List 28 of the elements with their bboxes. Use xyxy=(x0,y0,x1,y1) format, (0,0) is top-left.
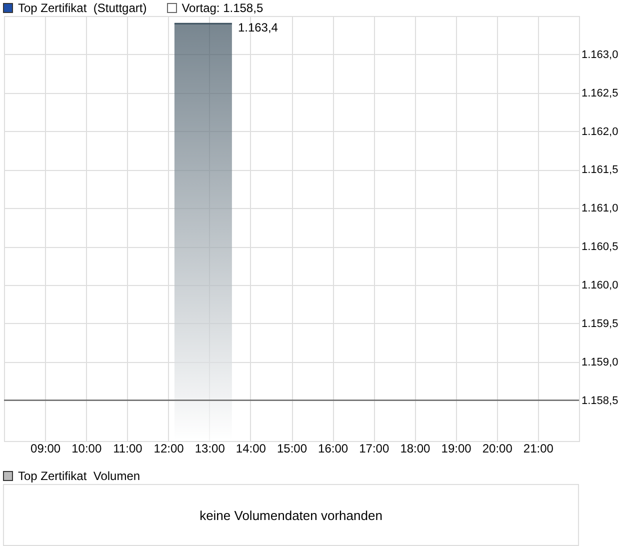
y-tick-label: 1.158,5 xyxy=(582,394,618,407)
y-tick-label: 1.161,0 xyxy=(582,202,618,215)
x-tick-label: 11:00 xyxy=(113,442,143,456)
x-tick-label: 21:00 xyxy=(523,442,554,456)
y-tick-label: 1.159,0 xyxy=(582,356,618,368)
y-tick-label: 1.162,5 xyxy=(582,87,618,100)
chart-title: Top Zertifikat (Stuttgart) xyxy=(18,1,147,15)
data-label: 1.163,4 xyxy=(238,20,278,35)
x-tick-label: 14:00 xyxy=(236,442,266,456)
text: keine Volumendaten vorhanden xyxy=(3,484,579,546)
x-tick-label: 17:00 xyxy=(359,442,390,456)
y-tick-label: 1.162,0 xyxy=(582,126,618,138)
x-tick-label: 19:00 xyxy=(441,442,472,456)
y-tick-label: 1.159,5 xyxy=(582,318,618,330)
x-tick-label: 09:00 xyxy=(30,442,61,456)
x-tick-label: 12:00 xyxy=(154,442,184,456)
x-tick-label: 20:00 xyxy=(482,442,513,456)
x-tick-label: 13:00 xyxy=(194,442,226,456)
x-tick-label: 16:00 xyxy=(318,442,348,456)
x-tick-label: 15:00 xyxy=(276,442,308,456)
y-tick-label: 1.160,5 xyxy=(582,241,618,254)
x-tick-label: 18:00 xyxy=(400,442,431,456)
y-tick-label: 1.161,5 xyxy=(582,164,618,176)
y-tick-label: 1.160,0 xyxy=(582,279,618,292)
x-tick-label: 10:00 xyxy=(72,442,102,456)
text: Top Zertifikat Volumen xyxy=(17,468,142,484)
y-tick-label: 1.163,0 xyxy=(582,48,618,61)
legend-label: Vortag: 1.158,5 xyxy=(182,1,264,15)
